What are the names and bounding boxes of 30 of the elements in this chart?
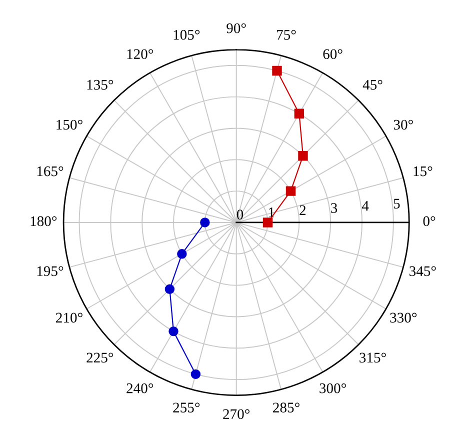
spoke-label: 345° (410, 266, 436, 276)
spoke-label: 210° (56, 312, 82, 323)
spoke-label: 330° (390, 312, 417, 323)
spoke-label: 105° (174, 30, 200, 40)
y-tick-label: 4 (362, 201, 369, 211)
spoke-label: 150° (56, 120, 82, 130)
spoke-label: 300° (320, 383, 346, 394)
spoke-label: 45° (362, 80, 382, 90)
spoke-label: 165° (37, 166, 64, 176)
spoke-label: 15° (414, 166, 432, 176)
spoke-label: 135° (87, 80, 114, 90)
spoke-label: 270° (223, 409, 250, 420)
y-tick-label: 1 (268, 208, 274, 218)
y-tick-label: 0 (236, 210, 244, 220)
spoke-label: 195° (37, 266, 64, 276)
spoke-label: 255° (173, 402, 200, 412)
spoke-label: 60° (323, 49, 342, 60)
y-tick-label: 5 (394, 198, 400, 209)
spoke-label: 180° (30, 216, 57, 226)
spoke-label: 0° (423, 216, 436, 226)
spoke-label: 315° (360, 352, 386, 363)
spoke-label: 120° (127, 49, 154, 60)
y-tick-label: 3 (331, 203, 338, 213)
spoke-label: 225° (86, 352, 114, 363)
spoke-label: 90° (226, 23, 246, 34)
spoke-label: 30° (394, 120, 413, 130)
spoke-label: 240° (126, 383, 154, 394)
y-tick-label: 2 (300, 205, 306, 215)
spoke-label: 285° (273, 402, 300, 412)
spoke-label: 75° (277, 30, 296, 40)
